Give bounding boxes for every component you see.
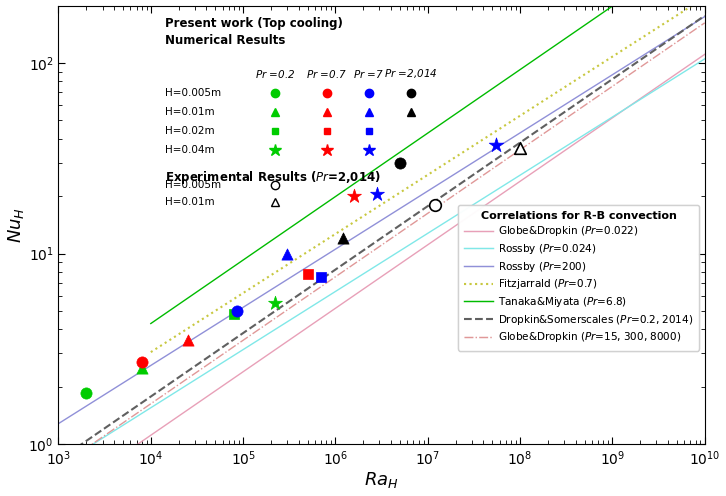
Point: [394, 159, 406, 167]
Text: H=0.005m: H=0.005m: [165, 181, 221, 190]
Text: H=0.04m: H=0.04m: [165, 145, 215, 155]
Point: [337, 235, 348, 243]
Point: [490, 141, 502, 149]
Text: Present work (Top cooling): Present work (Top cooling): [165, 16, 343, 30]
Point: [269, 299, 280, 307]
Text: H=0.02m: H=0.02m: [165, 126, 215, 136]
Point: [371, 190, 383, 198]
Point: [81, 389, 92, 397]
Text: $Pr$ =0.2: $Pr$ =0.2: [255, 67, 295, 79]
Point: [136, 358, 147, 366]
Text: Experimental Results ($Pr$=2,014): Experimental Results ($Pr$=2,014): [165, 169, 381, 186]
Text: $Pr$ =7: $Pr$ =7: [353, 67, 384, 79]
Y-axis label: $Nu_H$: $Nu_H$: [6, 207, 25, 243]
Point: [348, 192, 360, 200]
X-axis label: $Ra_H$: $Ra_H$: [364, 470, 399, 491]
Text: Numerical Results: Numerical Results: [165, 34, 285, 47]
Point: [315, 273, 327, 281]
Point: [229, 310, 240, 318]
Point: [429, 201, 441, 209]
Point: [231, 307, 242, 315]
Text: H=0.01m: H=0.01m: [165, 107, 215, 117]
Point: [282, 249, 293, 257]
Text: $Pr$ =0.7: $Pr$ =0.7: [306, 67, 347, 79]
Point: [514, 143, 526, 151]
Point: [136, 365, 147, 372]
Point: [182, 336, 193, 344]
Point: [302, 270, 314, 278]
Text: H=0.005m: H=0.005m: [165, 88, 221, 98]
Legend: Globe&Dropkin ($Pr$=0.022), Rossby ($Pr$=0.024), Rossby ($Pr$=200), Fitzjarrald : Globe&Dropkin ($Pr$=0.022), Rossby ($Pr$…: [457, 204, 699, 351]
Text: H=0.01m: H=0.01m: [165, 196, 215, 207]
Text: $Pr$ =2,014: $Pr$ =2,014: [384, 67, 437, 80]
